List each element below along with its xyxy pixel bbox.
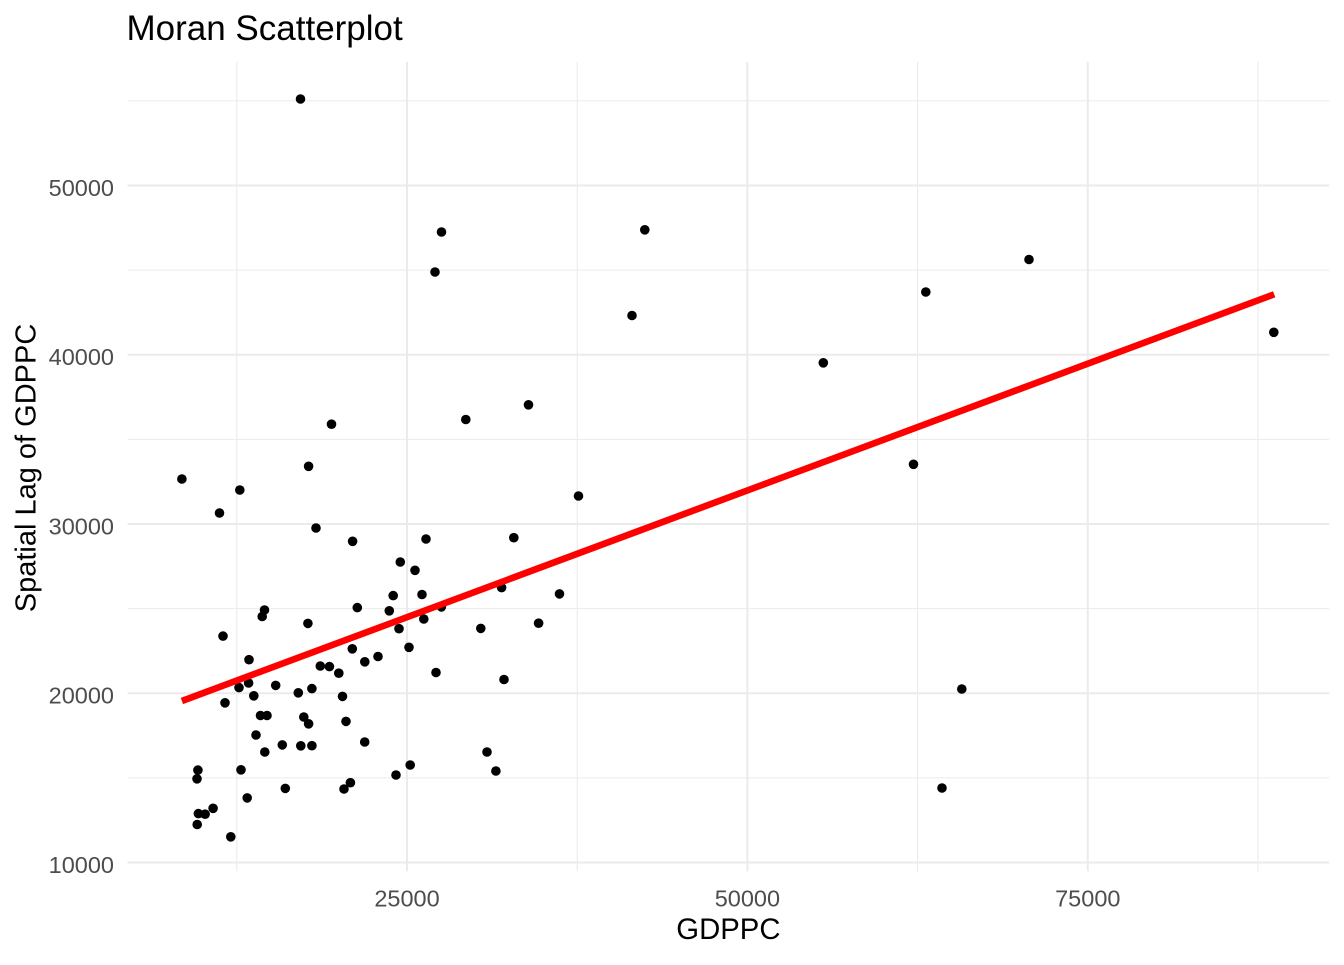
svg-text:GDPPC: GDPPC [676,913,780,946]
svg-text:25000: 25000 [374,886,439,912]
svg-text:50000: 50000 [49,175,114,201]
svg-text:Spatial Lag of GDPPC: Spatial Lag of GDPPC [11,324,43,613]
svg-text:40000: 40000 [49,344,114,370]
svg-text:30000: 30000 [49,513,114,539]
svg-text:10000: 10000 [49,852,114,878]
svg-text:20000: 20000 [49,683,114,709]
svg-text:Moran Scatterplot: Moran Scatterplot [127,9,404,48]
svg-text:75000: 75000 [1055,886,1120,912]
svg-text:50000: 50000 [715,886,780,912]
